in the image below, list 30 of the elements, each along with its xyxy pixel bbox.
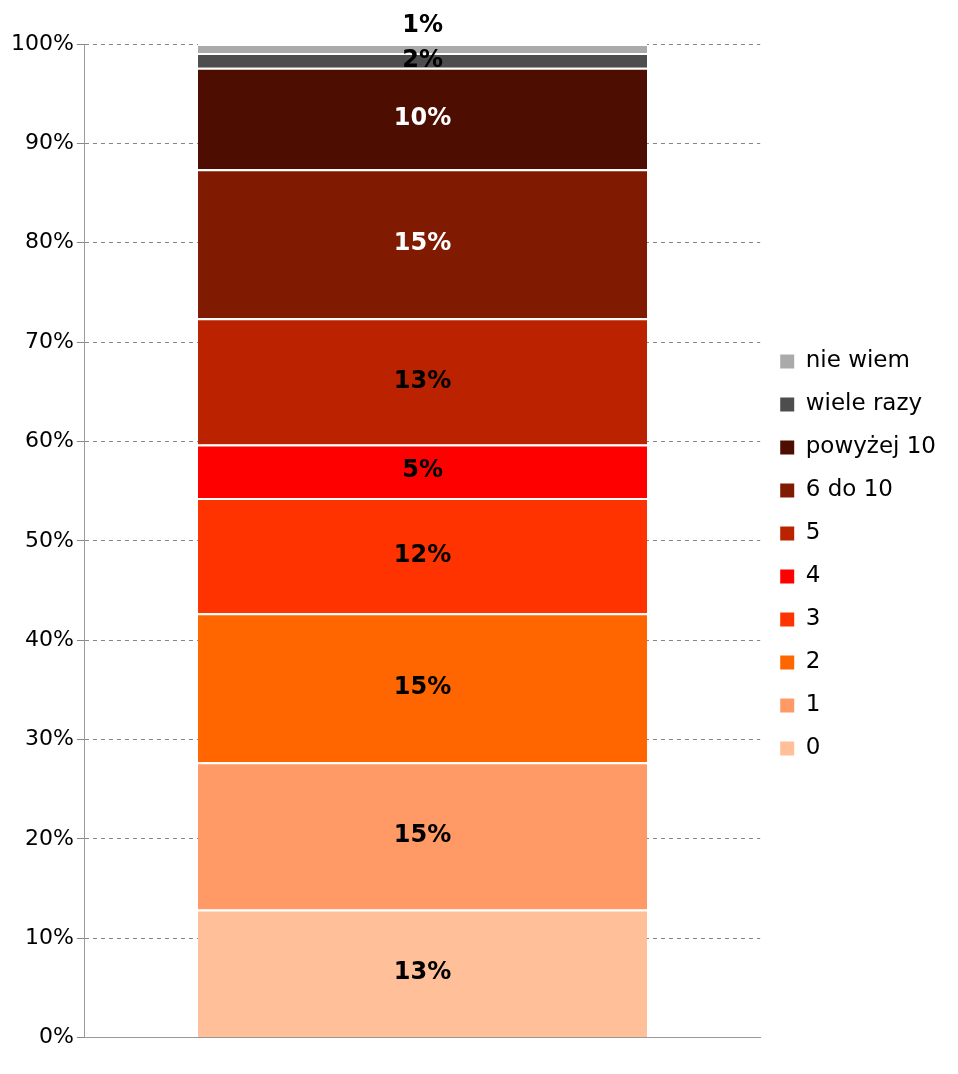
legend-label: nie wiem bbox=[805, 346, 910, 373]
data-label: 5% bbox=[402, 455, 443, 484]
data-label: 10% bbox=[393, 102, 452, 131]
data-label: 15% bbox=[393, 227, 452, 256]
data-label: 15% bbox=[393, 820, 452, 849]
y-tick-label: 10% bbox=[24, 923, 74, 949]
y-tick-label: 30% bbox=[24, 725, 74, 751]
y-tick-label: 80% bbox=[24, 228, 74, 254]
y-tick-label: 60% bbox=[24, 427, 74, 453]
y-tick-label: 70% bbox=[24, 327, 74, 353]
data-label: 1% bbox=[402, 10, 443, 39]
y-tick-label: 50% bbox=[24, 526, 74, 552]
data-label: 13% bbox=[393, 365, 452, 394]
legend-label: wiele razy bbox=[805, 389, 923, 416]
y-tick-label: 0% bbox=[38, 1023, 74, 1049]
y-tick-label: 90% bbox=[24, 129, 74, 155]
legend-label: 4 bbox=[805, 561, 821, 588]
y-tick-label: 40% bbox=[24, 625, 74, 651]
legend-label: 5 bbox=[805, 518, 821, 545]
legend-label: 0 bbox=[805, 733, 821, 760]
legend-label: 6 do 10 bbox=[805, 475, 893, 502]
data-label: 12% bbox=[393, 539, 452, 568]
data-label: 15% bbox=[393, 672, 452, 701]
y-tick-label: 20% bbox=[24, 824, 74, 850]
data-label: 13% bbox=[393, 957, 452, 986]
legend-label: 2 bbox=[805, 647, 821, 674]
legend-label: 3 bbox=[805, 604, 821, 631]
legend-label: powyżej 10 bbox=[805, 432, 937, 459]
y-tick-label: 100% bbox=[10, 29, 74, 55]
legend-label: 1 bbox=[805, 690, 821, 717]
